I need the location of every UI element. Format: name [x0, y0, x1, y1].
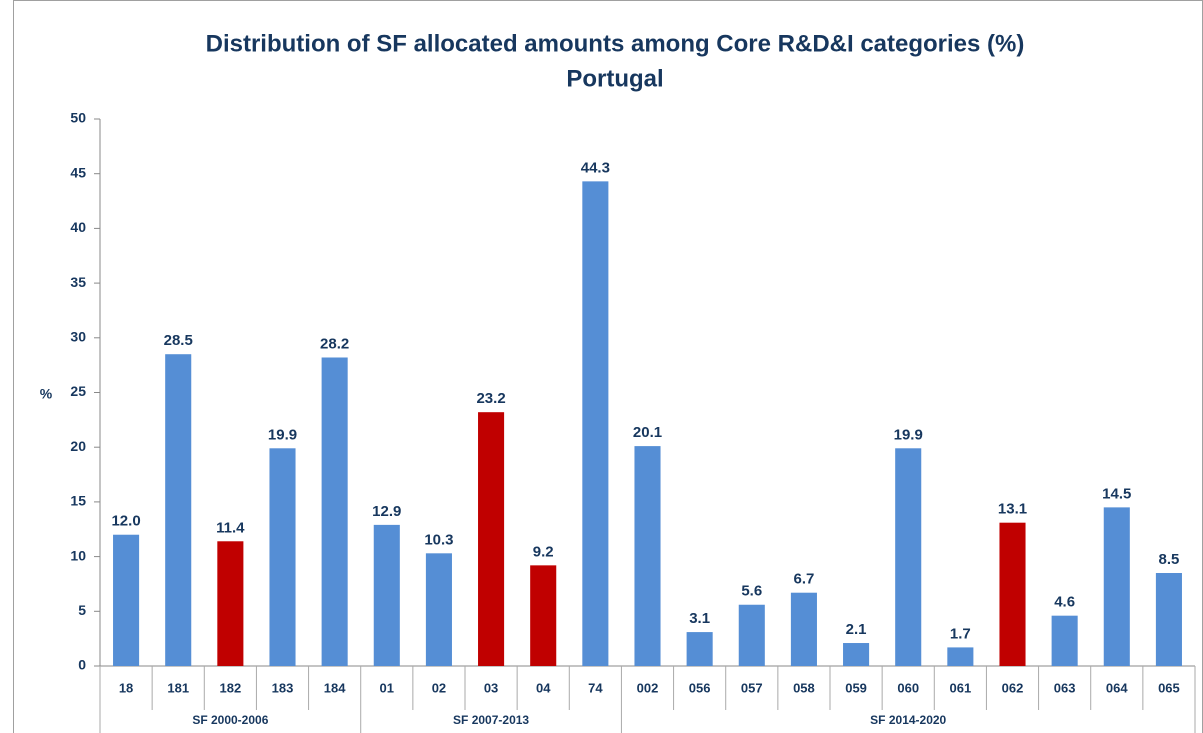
bar — [895, 448, 922, 666]
value-label: 14.5 — [1102, 485, 1131, 502]
x-tick-label: 183 — [272, 680, 294, 695]
y-tick-label: 35 — [70, 274, 86, 290]
value-label: 10.3 — [424, 531, 453, 548]
value-label: 11.4 — [216, 519, 245, 536]
bar — [478, 412, 505, 666]
y-tick-label: 20 — [70, 438, 86, 454]
y-tick-label: 10 — [70, 547, 86, 563]
x-tick-label: 02 — [432, 680, 446, 695]
chart-title: Distribution of SF allocated amounts amo… — [206, 30, 1025, 57]
y-axis-label: % — [40, 386, 53, 402]
value-label: 23.2 — [476, 390, 505, 407]
bar — [113, 534, 140, 666]
x-tick-label: 063 — [1054, 680, 1076, 695]
bar — [1155, 573, 1182, 666]
bar — [1051, 615, 1078, 666]
x-tick-label: 01 — [380, 680, 394, 695]
value-label: 19.9 — [268, 426, 297, 443]
value-label: 28.2 — [320, 335, 349, 352]
value-label: 20.1 — [633, 424, 662, 441]
value-label: 5.6 — [741, 583, 762, 600]
value-label: 12.9 — [372, 503, 401, 520]
x-tick-label: 062 — [1002, 680, 1024, 695]
x-tick-label: 065 — [1158, 680, 1180, 695]
x-tick-label: 064 — [1106, 680, 1128, 695]
x-tick-label: 181 — [167, 680, 189, 695]
bar — [373, 524, 400, 666]
bar — [947, 647, 974, 666]
value-label: 44.3 — [581, 159, 610, 176]
bar — [738, 604, 765, 666]
value-label: 9.2 — [533, 543, 554, 560]
bar — [269, 448, 296, 666]
x-tick-label: 18 — [119, 680, 133, 695]
x-tick-label: 74 — [588, 680, 603, 695]
bar — [217, 541, 244, 666]
value-label: 3.1 — [689, 610, 710, 627]
y-tick-label: 50 — [70, 110, 86, 126]
x-tick-label: 182 — [220, 680, 242, 695]
bar — [843, 643, 870, 666]
x-tick-label: 03 — [484, 680, 498, 695]
x-tick-label: 056 — [689, 680, 711, 695]
group-label: SF 2007-2013 — [453, 713, 529, 727]
value-label: 4.6 — [1054, 594, 1075, 611]
bar — [634, 446, 661, 666]
value-label: 1.7 — [950, 625, 971, 642]
bar — [686, 632, 713, 666]
bar — [1103, 507, 1130, 666]
value-label: 6.7 — [793, 571, 814, 588]
y-tick-label: 5 — [78, 602, 86, 618]
x-tick-label: 058 — [793, 680, 815, 695]
y-tick-label: 25 — [70, 383, 86, 399]
bar — [999, 522, 1026, 666]
x-tick-label: 057 — [741, 680, 763, 695]
bar — [165, 354, 192, 666]
bar — [425, 553, 452, 666]
value-label: 28.5 — [164, 332, 193, 349]
value-label: 8.5 — [1158, 551, 1179, 568]
group-label: SF 2014-2020 — [870, 713, 946, 727]
bar — [790, 592, 817, 666]
value-label: 13.1 — [998, 501, 1027, 518]
x-tick-label: 061 — [950, 680, 972, 695]
y-tick-label: 30 — [70, 329, 86, 345]
value-label: 2.1 — [846, 621, 867, 638]
bar — [582, 181, 609, 666]
y-tick-label: 15 — [70, 493, 86, 509]
x-tick-label: 002 — [637, 680, 659, 695]
y-tick-label: 45 — [70, 164, 86, 180]
y-tick-label: 0 — [78, 657, 86, 673]
x-tick-label: 184 — [324, 680, 346, 695]
bar — [321, 357, 348, 666]
y-tick-label: 40 — [70, 219, 86, 235]
value-label: 12.0 — [111, 513, 140, 530]
x-tick-label: 059 — [845, 680, 867, 695]
x-tick-label: 060 — [897, 680, 919, 695]
x-tick-label: 04 — [536, 680, 551, 695]
chart-subtitle: Portugal — [566, 65, 663, 92]
value-label: 19.9 — [894, 426, 923, 443]
bar — [530, 565, 557, 666]
group-label: SF 2000-2006 — [192, 713, 268, 727]
